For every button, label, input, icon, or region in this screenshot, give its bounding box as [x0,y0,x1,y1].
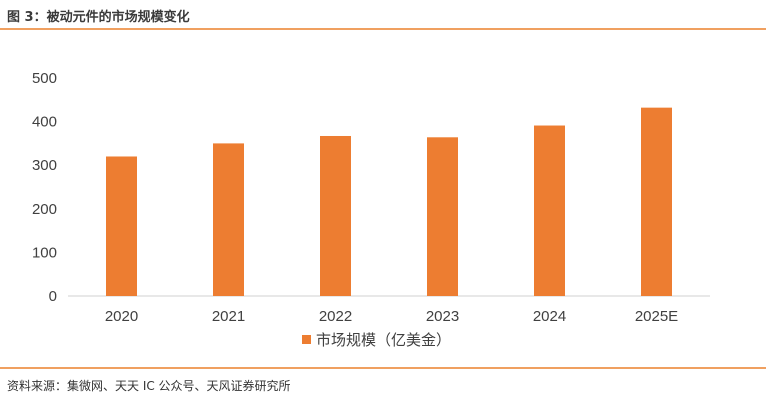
y-tick-label: 100 [32,244,57,261]
bars [106,107,672,296]
legend-swatch [302,335,311,344]
x-tick-label: 2025E [635,308,678,325]
bar-2022 [320,135,351,296]
y-axis-ticks: 0 100 200 300 400 500 [32,70,57,305]
y-tick-label: 400 [32,114,57,131]
bar-2024 [534,125,565,296]
y-tick-label: 300 [32,157,57,174]
legend-label: 市场规模（亿美金） [316,331,451,349]
x-tick-label: 2020 [105,308,138,325]
y-tick-label: 0 [49,288,57,305]
legend: 市场规模（亿美金） [302,331,451,349]
y-tick-label: 500 [32,70,57,87]
x-tick-label: 2023 [426,308,459,325]
source-divider [0,367,766,369]
bar-2025E [641,107,672,296]
bar-2023 [427,137,458,296]
bar-2020 [106,156,137,296]
bar-2021 [213,143,244,296]
y-tick-label: 200 [32,201,57,218]
x-tick-label: 2022 [319,308,352,325]
x-tick-label: 2021 [212,308,245,325]
title-divider [0,28,766,30]
figure-title: 图 3：被动元件的市场规模变化 [7,10,190,25]
source-note: 资料来源：集微网、天天 IC 公众号、天风证券研究所 [7,379,291,393]
x-tick-label: 2024 [533,308,566,325]
x-axis-ticks: 2020 2021 2022 2023 2024 2025E [105,308,678,325]
